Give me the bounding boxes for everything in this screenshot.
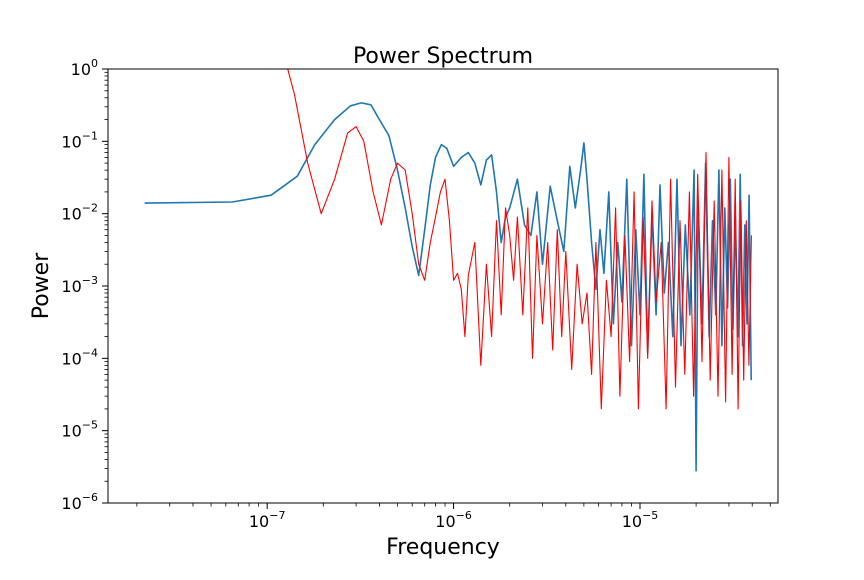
x-tick-label: 10−6 <box>435 509 472 531</box>
y-tick-label: 100 <box>71 57 98 79</box>
x-axis-ticks: 10−7 10−6 10−5 <box>136 503 771 531</box>
y-tick-label: 10−1 <box>61 129 98 151</box>
y-tick-label: 10−5 <box>61 419 98 441</box>
y-tick-label: 10−3 <box>61 274 98 296</box>
y-tick-label: 10−2 <box>61 202 98 224</box>
y-tick-label: 10−6 <box>61 491 98 513</box>
y-axis-label: Power <box>29 252 54 319</box>
x-tick-label: 10−7 <box>249 509 286 531</box>
y-axis-ticks: 10−6 10−5 10−4 10−3 10−2 10−1 100 <box>61 57 108 513</box>
plot-lines <box>144 69 752 472</box>
series-line-2 <box>287 69 752 410</box>
y-tick-label: 10−4 <box>61 346 98 368</box>
x-axis-label: Frequency <box>386 535 500 560</box>
x-tick-label: 10−5 <box>622 509 659 531</box>
chart-title: Power Spectrum <box>353 44 533 69</box>
